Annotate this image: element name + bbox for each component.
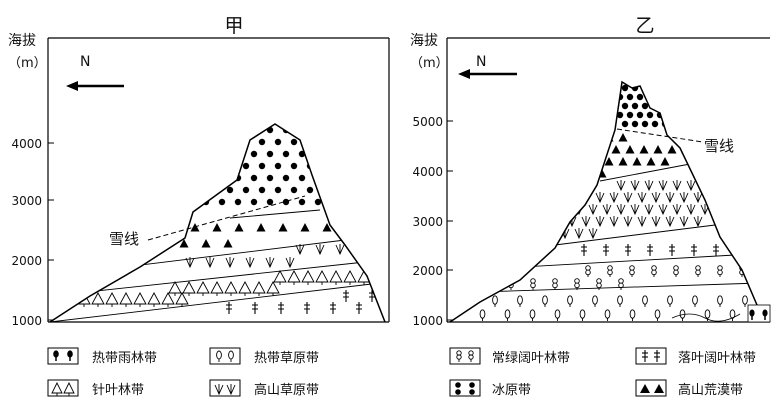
altitude-label: 海拔 — [8, 33, 36, 49]
tick-label: 2000 — [412, 264, 443, 278]
evergreen-forest-icon — [449, 347, 481, 365]
ice-field-zone — [186, 126, 322, 206]
legend-item: 高山荒漠带 — [635, 379, 743, 398]
legend-label: 热带雨林带 — [92, 351, 157, 366]
legend-label: 热带草原带 — [254, 351, 319, 366]
alpine-desert-icon — [635, 379, 667, 397]
deciduous-forest-icon — [635, 347, 667, 365]
snowline-label: 雪线 — [704, 137, 734, 155]
evergreen-forest-zone — [508, 265, 745, 290]
unit-label: （m） — [410, 56, 449, 71]
unit-label: （m） — [8, 56, 47, 71]
legend-label: 针叶林带 — [92, 383, 144, 398]
panel-frame — [446, 37, 770, 323]
rainforest-icon — [47, 347, 79, 365]
snowline — [616, 128, 704, 143]
tick-label: 1000 — [11, 314, 42, 328]
legend-label: 高山荒漠带 — [678, 382, 743, 398]
legend: 热带雨林带 热带草原带 常绿阔叶林带 落叶阔叶林带 针叶林带 — [47, 347, 756, 398]
panel-title: 乙 — [635, 15, 654, 37]
rainforest-patch — [747, 304, 771, 323]
terrain-line — [671, 313, 741, 322]
deciduous-forest-zone — [581, 244, 719, 256]
tick-label: 3000 — [11, 194, 42, 208]
legend-label: 常绿阔叶林带 — [492, 351, 570, 366]
snowline-label: 雪线 — [109, 230, 139, 248]
panel-yi: 乙 海拔 （m） N 1000 2000 3000 4000 5000 — [410, 15, 771, 328]
alpine-grassland-icon — [209, 379, 241, 397]
tick-label: 4000 — [412, 165, 443, 179]
mountain-outline — [49, 123, 386, 323]
panel-jia: 甲 海拔 （m） N 1000 2000 3000 4000 — [8, 15, 390, 328]
coniferous-forest-icon — [47, 379, 79, 397]
alpine-grassland-zone — [560, 180, 717, 240]
tick-label: 2000 — [11, 254, 42, 268]
tick-label: 1000 — [412, 314, 443, 328]
legend-item: 针叶林带 — [47, 379, 144, 398]
north-arrow-icon — [458, 69, 517, 79]
tick-label: 4000 — [11, 137, 42, 151]
coniferous-forest-zone — [63, 270, 371, 307]
mountain-outline — [449, 80, 771, 323]
vegetation-zones — [467, 84, 770, 321]
north-arrow-icon — [66, 81, 124, 91]
zone-boundaries — [479, 163, 761, 293]
alpine-grassland-zone — [185, 244, 365, 269]
legend-label: 冰原带 — [492, 383, 531, 398]
legend-item: 冰原带 — [449, 379, 531, 398]
alpine-desert-zone — [590, 133, 691, 178]
legend-label: 高山草原带 — [254, 382, 319, 398]
north-label: N — [476, 54, 486, 70]
legend-item: 热带草原带 — [209, 347, 319, 366]
tick-label: 3000 — [412, 215, 443, 229]
legend-label: 落叶阔叶林带 — [678, 351, 756, 366]
snowline — [147, 195, 306, 241]
legend-item: 热带雨林带 — [47, 347, 157, 366]
y-axis-ticks — [48, 142, 54, 321]
panel-frame — [47, 37, 390, 323]
savanna-icon — [209, 347, 241, 365]
ice-field-icon — [449, 379, 481, 397]
vegetation-zones — [50, 126, 385, 322]
legend-item: 落叶阔叶林带 — [635, 347, 756, 366]
altitude-label: 海拔 — [410, 33, 438, 49]
legend-item: 常绿阔叶林带 — [449, 347, 570, 366]
north-label: N — [80, 54, 90, 70]
y-axis-ticks — [447, 120, 453, 321]
tick-label: 5000 — [412, 115, 443, 129]
legend-item: 高山草原带 — [209, 379, 319, 398]
panel-title: 甲 — [224, 15, 243, 37]
deciduous-forest-zone — [226, 290, 385, 314]
savanna-zone — [467, 295, 770, 321]
